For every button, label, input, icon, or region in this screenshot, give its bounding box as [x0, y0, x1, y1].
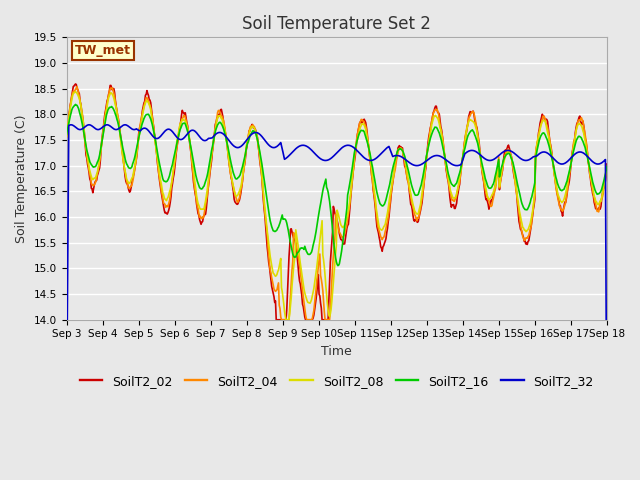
Title: Soil Temperature Set 2: Soil Temperature Set 2: [243, 15, 431, 33]
X-axis label: Time: Time: [321, 345, 352, 358]
Text: TW_met: TW_met: [75, 44, 131, 57]
Legend: SoilT2_02, SoilT2_04, SoilT2_08, SoilT2_16, SoilT2_32: SoilT2_02, SoilT2_04, SoilT2_08, SoilT2_…: [75, 370, 599, 393]
Y-axis label: Soil Temperature (C): Soil Temperature (C): [15, 114, 28, 243]
